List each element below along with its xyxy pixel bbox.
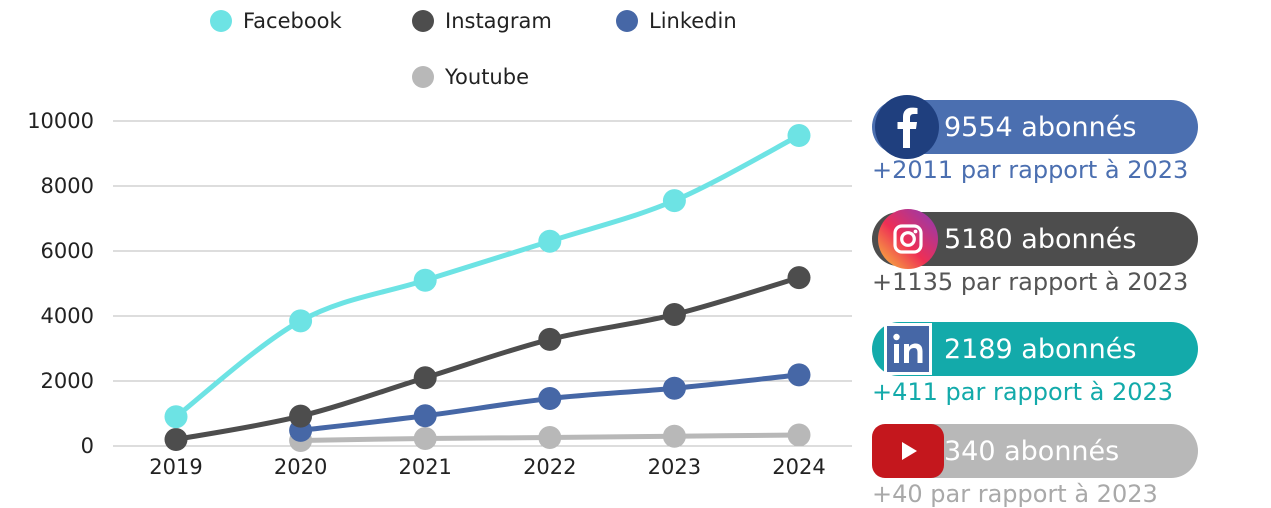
y-tick-label: 0	[81, 434, 94, 458]
line-chart: 0 2000 4000 6000 8000 10000 2019 2020 2021 2022 20…	[27, 109, 852, 479]
legend-item-youtube: Youtube	[412, 65, 529, 89]
data-point-youtube	[787, 423, 811, 447]
legend-label-instagram: Instagram	[445, 9, 552, 33]
data-point-facebook	[164, 405, 188, 429]
x-tick-label: 2022	[523, 455, 576, 479]
x-tick-label: 2024	[772, 455, 825, 479]
youtube-delta: +40 par rapport à 2023	[872, 480, 1158, 508]
data-point-linkedin	[413, 404, 437, 428]
facebook-icon	[875, 95, 939, 159]
series-line-facebook	[173, 132, 802, 420]
linkedin-count: 2189 abonnés	[944, 333, 1137, 365]
instagram-count: 5180 abonnés	[944, 223, 1137, 255]
youtube-count: 340 abonnés	[944, 435, 1120, 467]
stat-youtube: 340 abonnés +40 par rapport à 2023	[872, 424, 1198, 508]
data-point-linkedin	[538, 387, 562, 411]
legend-item-facebook: Facebook	[210, 9, 342, 33]
data-point-facebook	[413, 268, 437, 292]
instagram-icon	[878, 209, 938, 269]
data-point-facebook	[538, 229, 562, 253]
legend-label-youtube: Youtube	[445, 65, 529, 89]
facebook-count: 9554 abonnés	[944, 111, 1137, 143]
x-tick-label: 2023	[648, 455, 701, 479]
data-point-youtube	[538, 426, 562, 450]
data-point-youtube	[662, 424, 686, 448]
legend-item-linkedin: Linkedin	[616, 9, 737, 33]
data-point-instagram	[538, 327, 562, 351]
x-tick-label: 2020	[274, 455, 327, 479]
linkedin-count-pill: 2189 abonnés	[872, 322, 1198, 376]
data-point-instagram	[164, 428, 188, 451]
youtube-count-pill: 340 abonnés	[872, 424, 1198, 478]
legend-marker-linkedin	[616, 10, 638, 32]
data-point-instagram	[787, 266, 811, 290]
data-point-youtube	[413, 427, 437, 451]
data-point-instagram	[289, 404, 313, 428]
stat-linkedin: 2189 abonnés +411 par rapport à 2023	[872, 322, 1198, 406]
series-line-instagram	[173, 275, 802, 442]
y-tick-label: 10000	[27, 109, 94, 133]
facebook-count-pill: 9554 abonnés	[872, 95, 1198, 159]
data-point-facebook	[662, 189, 686, 213]
y-tick-label: 4000	[41, 304, 94, 328]
data-point-instagram	[662, 303, 686, 327]
data-point-facebook	[289, 309, 313, 333]
legend-label-linkedin: Linkedin	[649, 9, 737, 33]
y-tick-label: 8000	[41, 174, 94, 198]
instagram-delta: +1135 par rapport à 2023	[872, 268, 1189, 296]
data-point-instagram	[413, 366, 437, 390]
linkedin-delta: +411 par rapport à 2023	[872, 378, 1174, 406]
facebook-delta: +2011 par rapport à 2023	[872, 156, 1189, 184]
data-point-linkedin	[662, 376, 686, 400]
x-tick-label: 2019	[149, 455, 202, 479]
instagram-count-pill: 5180 abonnés	[872, 209, 1198, 269]
x-tick-label: 2021	[398, 455, 451, 479]
stat-facebook: 9554 abonnés +2011 par rapport à 2023	[872, 95, 1198, 184]
data-point-linkedin	[787, 363, 811, 387]
linkedin-icon	[884, 323, 932, 375]
legend-item-instagram: Instagram	[412, 9, 552, 33]
y-tick-label: 6000	[41, 239, 94, 263]
legend-marker-facebook	[210, 10, 232, 32]
y-tick-label: 2000	[41, 369, 94, 393]
legend-marker-instagram	[412, 10, 434, 32]
youtube-icon	[872, 424, 944, 478]
legend-label-facebook: Facebook	[243, 9, 342, 33]
stat-instagram: 5180 abonnés +1135 par rapport à 2023	[872, 209, 1198, 296]
data-point-facebook	[787, 123, 811, 147]
legend-marker-youtube	[412, 66, 434, 88]
